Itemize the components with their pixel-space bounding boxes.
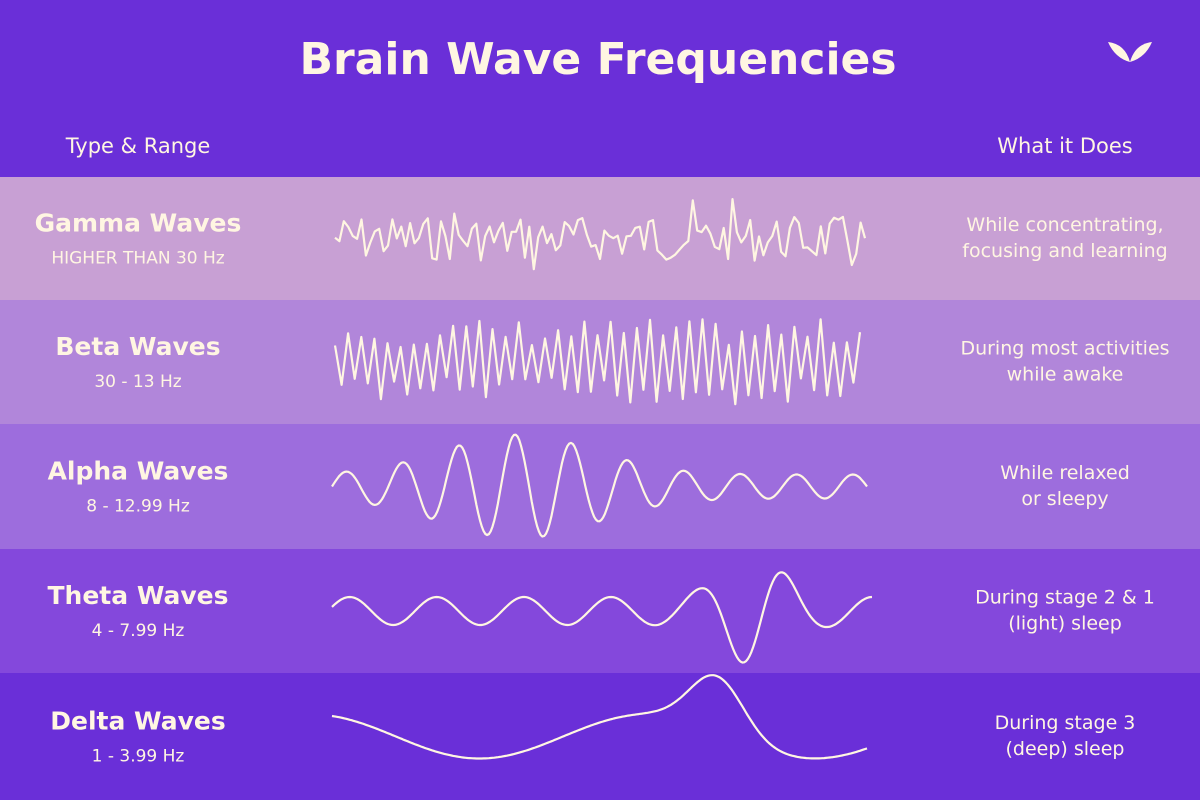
wave-range: 4 - 7.99 Hz <box>92 621 185 641</box>
wave-description: During stage 3 <box>995 712 1136 734</box>
wave-name: Theta Waves <box>47 581 228 610</box>
wave-description: During most activities <box>960 338 1169 360</box>
wave-description: While relaxed <box>1000 462 1130 484</box>
wave-description: During stage 2 & 1 <box>975 587 1155 609</box>
wave-name: Alpha Waves <box>48 457 229 486</box>
wave-range: 8 - 12.99 Hz <box>86 497 190 517</box>
wave-description: (light) sleep <box>1008 613 1122 635</box>
wave-description: (deep) sleep <box>1006 738 1125 760</box>
wave-description: While concentrating, <box>966 214 1163 236</box>
wave-illustration <box>333 318 862 406</box>
row-background <box>0 177 1200 300</box>
column-header: Type & Range <box>65 134 211 158</box>
wave-description: focusing and learning <box>962 240 1167 262</box>
wave-description: or sleepy <box>1021 488 1108 510</box>
title: Brain Wave Frequencies <box>299 34 896 85</box>
row-background <box>0 549 1200 673</box>
column-header: What it Does <box>997 134 1132 158</box>
wave-range: 1 - 3.99 Hz <box>92 747 185 767</box>
row-background <box>0 424 1200 549</box>
row-background <box>0 300 1200 424</box>
wave-illustration <box>331 433 868 538</box>
wave-name: Beta Waves <box>55 332 220 361</box>
logo <box>1108 42 1152 62</box>
wave-range: HIGHER THAN 30 Hz <box>51 249 224 269</box>
wave-range: 30 - 13 Hz <box>94 372 181 392</box>
wave-name: Delta Waves <box>50 707 226 736</box>
wave-illustration <box>331 571 873 664</box>
rows: Gamma Waves HIGHER THAN 30 Hz While concen… <box>0 177 1200 800</box>
wave-description: while awake <box>1007 364 1124 386</box>
wave-name: Gamma Waves <box>35 209 242 238</box>
wave-illustration <box>334 198 867 271</box>
wave-illustration <box>331 674 868 760</box>
row-background <box>0 673 1200 800</box>
